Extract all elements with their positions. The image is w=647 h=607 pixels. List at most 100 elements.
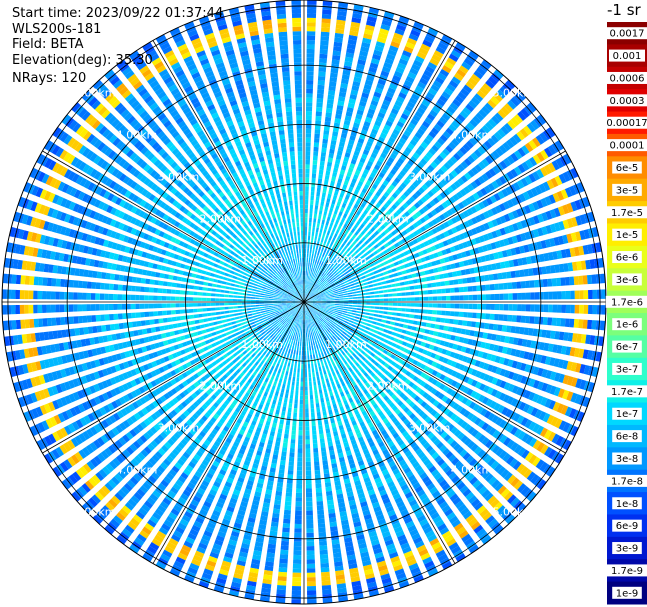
- beta-cell: [563, 153, 572, 165]
- beta-cell: [348, 186, 354, 192]
- beta-cell: [370, 389, 376, 395]
- beta-cell: [415, 210, 422, 218]
- beta-cell: [351, 234, 357, 240]
- beta-cell: [592, 289, 598, 299]
- beta-cell: [294, 336, 297, 342]
- beta-cell: [348, 255, 354, 260]
- beta-cell: [361, 275, 366, 280]
- beta-cell: [426, 91, 435, 100]
- beta-cell: [333, 340, 338, 345]
- beta-cell: [362, 219, 368, 226]
- beta-cell: [507, 212, 515, 221]
- beta-cell: [397, 157, 405, 165]
- beta-cell: [325, 305, 331, 308]
- beta-cell: [305, 288, 307, 294]
- beta-cell: [352, 305, 358, 308]
- beta-cell: [313, 311, 318, 315]
- beta-cell: [323, 318, 328, 323]
- beta-cell: [465, 329, 471, 336]
- beta-cell: [460, 269, 467, 276]
- beta-cell: [293, 550, 302, 556]
- beta-cell: [465, 140, 474, 149]
- beta-cell: [418, 208, 426, 215]
- beta-cell: [321, 143, 328, 149]
- beta-cell: [461, 199, 469, 208]
- beta-cell: [516, 221, 523, 230]
- beta-cell: [345, 148, 352, 154]
- beta-cell: [473, 266, 480, 274]
- beta-cell: [423, 458, 431, 467]
- beta-cell: [278, 567, 288, 573]
- beta-cell: [343, 304, 349, 307]
- beta-cell: [323, 281, 328, 286]
- beta-cell: [305, 412, 309, 418]
- beta-cell: [289, 353, 293, 359]
- beta-cell: [428, 344, 435, 350]
- beta-cell: [343, 343, 348, 348]
- beta-cell: [417, 81, 427, 90]
- beta-cell: [373, 244, 379, 250]
- beta-cell: [345, 235, 351, 241]
- beta-cell: [376, 322, 381, 326]
- beta-cell: [343, 354, 349, 360]
- beta-cell: [487, 137, 496, 147]
- beta-cell: [501, 250, 508, 258]
- beta-cell: [330, 300, 336, 302]
- beta-cell: [333, 350, 338, 356]
- beta-cell: [344, 389, 350, 395]
- beta-cell: [342, 288, 347, 292]
- beta-cell: [350, 286, 356, 289]
- beta-cell: [325, 364, 329, 370]
- beta-cell: [272, 512, 280, 519]
- beta-cell: [537, 367, 544, 377]
- beta-cell: [315, 200, 319, 206]
- beta-cell: [374, 302, 380, 306]
- beta-cell: [369, 378, 375, 385]
- beta-cell: [369, 425, 376, 432]
- beta-cell: [446, 238, 453, 245]
- beta-cell: [497, 128, 506, 138]
- beta-cell: [403, 386, 411, 394]
- beta-cell: [503, 157, 512, 167]
- beta-cell: [423, 137, 431, 146]
- beta-cell: [272, 454, 279, 460]
- beta-cell: [411, 213, 419, 220]
- beta-cell: [284, 505, 292, 511]
- beta-cell: [279, 558, 288, 564]
- beta-cell: [321, 297, 326, 300]
- beta-cell: [468, 517, 478, 527]
- beta-cell: [334, 296, 340, 299]
- beta-cell: [373, 260, 379, 265]
- beta-cell: [364, 382, 371, 388]
- beta-cell: [501, 188, 509, 198]
- beta-cell: [321, 406, 326, 412]
- beta-cell: [304, 235, 307, 240]
- beta-cell: [357, 252, 363, 257]
- beta-cell: [429, 57, 440, 66]
- beta-cell: [578, 348, 585, 359]
- beta-cell: [480, 284, 486, 291]
- beta-cell: [291, 430, 296, 435]
- beta-cell: [513, 150, 523, 160]
- beta-cell: [335, 267, 340, 272]
- beta-cell: [276, 372, 280, 378]
- beta-cell: [373, 361, 380, 367]
- beta-cell: [445, 350, 452, 357]
- beta-cell: [498, 175, 507, 185]
- beta-cell: [512, 133, 522, 144]
- beta-cell: [558, 331, 565, 341]
- beta-cell: [520, 375, 528, 385]
- beta-cell: [317, 182, 322, 188]
- beta-cell: [387, 289, 393, 293]
- beta-cell: [316, 306, 321, 310]
- beta-cell: [302, 328, 304, 334]
- beta-cell: [506, 439, 515, 449]
- beta-cell: [449, 246, 456, 253]
- beta-cell: [528, 216, 536, 226]
- beta-cell: [411, 168, 419, 176]
- beta-cell: [582, 349, 589, 360]
- beta-cell: [347, 331, 353, 336]
- beta-cell: [370, 306, 375, 309]
- beta-cell: [401, 237, 408, 244]
- beta-cell: [367, 191, 374, 198]
